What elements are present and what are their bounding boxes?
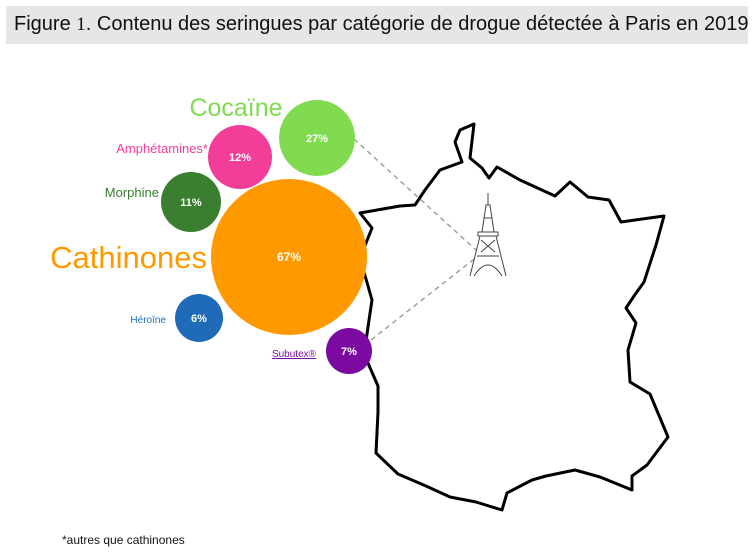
category-label-morphine: Morphine [105,185,159,200]
category-label-amphetamines: Amphétamines* [116,141,208,156]
footnote: *autres que cathinones [62,533,185,547]
value-label-subutex: 7% [341,346,357,358]
figure-title-prefix: Figure [14,13,71,35]
bubble-heroine [175,294,223,342]
bubble-amphetamines [208,125,272,189]
bubble-cocaine [279,100,355,176]
bubble-cathinones [211,179,367,335]
bubble-morphine [161,172,221,232]
category-label-subutex: Subutex® [272,349,317,360]
figure-title: Figure 1. Contenu des seringues par caté… [6,6,748,44]
labels-group: 67% Cathinones 27% Cocaïne 12% Amphétamines* 1… [50,94,357,360]
value-label-cocaine: 27% [306,133,328,145]
eiffel-tower-icon [469,193,507,277]
connector-line-lower [356,255,479,352]
value-label-heroine: 6% [191,313,207,325]
france-outline [358,122,670,512]
value-label-amphetamines: 12% [229,152,251,164]
figure-title-text: . Contenu des seringues par catégorie de… [85,13,749,35]
category-label-cathinones: Cathinones [50,240,207,275]
category-label-cocaine: Cocaïne [189,94,282,122]
value-label-morphine: 11% [180,197,202,209]
connector-line-upper [353,138,477,251]
france-map [353,122,670,512]
bubbles-group [161,100,372,374]
bubble-subutex [326,328,372,374]
value-label-cathinones: 67% [277,250,301,264]
category-label-heroine: Héroïne [130,315,166,326]
figure-title-number: 1 [76,14,86,35]
